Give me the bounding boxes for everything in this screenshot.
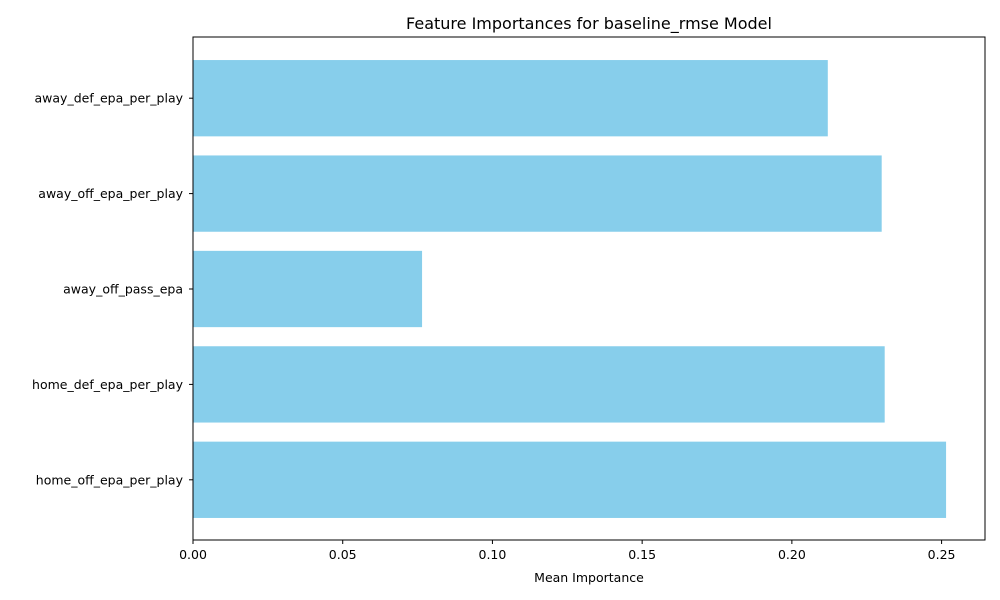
y-tick-label: home_def_epa_per_play — [32, 377, 184, 392]
y-tick-label: away_off_epa_per_play — [38, 186, 183, 201]
x-tick-label: 0.05 — [329, 547, 357, 562]
chart-title: Feature Importances for baseline_rmse Mo… — [406, 14, 772, 34]
y-tick-label: away_off_pass_epa — [63, 282, 183, 297]
x-axis-label: Mean Importance — [534, 570, 644, 585]
x-tick-label: 0.15 — [628, 547, 656, 562]
y-axis-ticks: away_def_epa_per_play away_off_epa_per_pl… — [32, 91, 193, 487]
bar-away_off_pass_epa — [193, 250, 423, 328]
x-tick-label: 0.10 — [479, 547, 507, 562]
bar-home_def_epa_per_play — [193, 346, 885, 423]
bar-home_off_epa_per_play — [193, 441, 947, 518]
bars-group — [193, 60, 947, 518]
x-tick-label: 0.20 — [778, 547, 806, 562]
y-tick-label: home_off_epa_per_play — [36, 472, 184, 487]
y-tick-label: away_def_epa_per_play — [35, 91, 184, 106]
bar-away_def_epa_per_play — [193, 60, 828, 137]
x-tick-label: 0.00 — [179, 547, 207, 562]
bar-away_off_epa_per_play — [193, 155, 882, 232]
x-tick-label: 0.25 — [928, 547, 956, 562]
x-axis-ticks: 0.00 0.05 0.10 0.15 0.20 0.25 — [179, 540, 956, 562]
